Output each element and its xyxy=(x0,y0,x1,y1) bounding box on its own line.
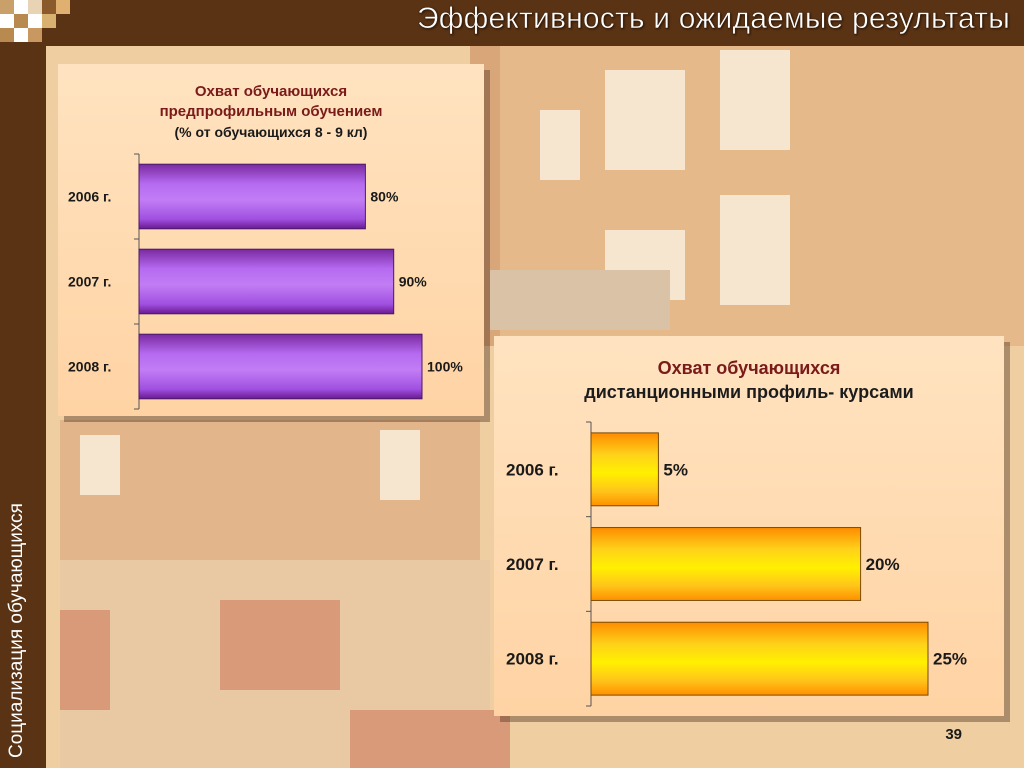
chart-2-svg: 2006 г. 5% 2007 г. 20% 2008 г. 25% xyxy=(506,421,967,707)
bar xyxy=(138,248,395,315)
bar xyxy=(590,621,929,696)
chart-1-title-line: предпрофильным обучением xyxy=(159,103,383,120)
category-label: 2007 г. xyxy=(506,555,559,574)
value-label: 100% xyxy=(427,358,463,374)
title-bar xyxy=(0,0,1024,46)
logo-checker xyxy=(0,0,80,46)
bar xyxy=(138,163,366,230)
page-number: 39 xyxy=(945,726,962,743)
side-caption: Социализация обучающихся xyxy=(6,503,27,758)
value-label: 20% xyxy=(866,555,900,574)
category-label: 2008 г. xyxy=(68,358,111,374)
chart-panel-2: Охват обучающихся дистанционными профиль… xyxy=(494,336,1004,716)
category-label: 2006 г. xyxy=(506,460,559,479)
side-bar xyxy=(0,46,46,768)
chart-1-title: Охват обучающихся предпрофильным обучени… xyxy=(58,82,484,142)
value-label: 80% xyxy=(370,188,399,204)
bar xyxy=(590,432,659,507)
chart-1-title-line: Охват обучающихся xyxy=(194,83,348,100)
chart-1-subtitle: (% от обучающихся 8 - 9 кл) xyxy=(174,124,368,140)
chart-2-title-line: Охват обучающихся xyxy=(657,358,841,378)
category-label: 2007 г. xyxy=(68,273,111,289)
chart-2-title-line: дистанционными профиль- курсами xyxy=(584,382,914,402)
chart-1-svg: 2006 г. 80% 2007 г. 90% 2008 г. 100% xyxy=(68,153,463,410)
value-label: 5% xyxy=(663,460,688,479)
value-label: 90% xyxy=(399,273,428,289)
chart-2-title: Охват обучающихся дистанционными профиль… xyxy=(494,356,1004,404)
category-label: 2008 г. xyxy=(506,650,559,669)
bar xyxy=(138,333,423,400)
value-label: 25% xyxy=(933,650,967,669)
chart-panel-1: Охват обучающихся предпрофильным обучени… xyxy=(58,64,484,416)
bar xyxy=(590,527,862,601)
category-label: 2006 г. xyxy=(68,188,111,204)
slide-title: Эффективность и ожидаемые результаты xyxy=(416,2,1010,36)
